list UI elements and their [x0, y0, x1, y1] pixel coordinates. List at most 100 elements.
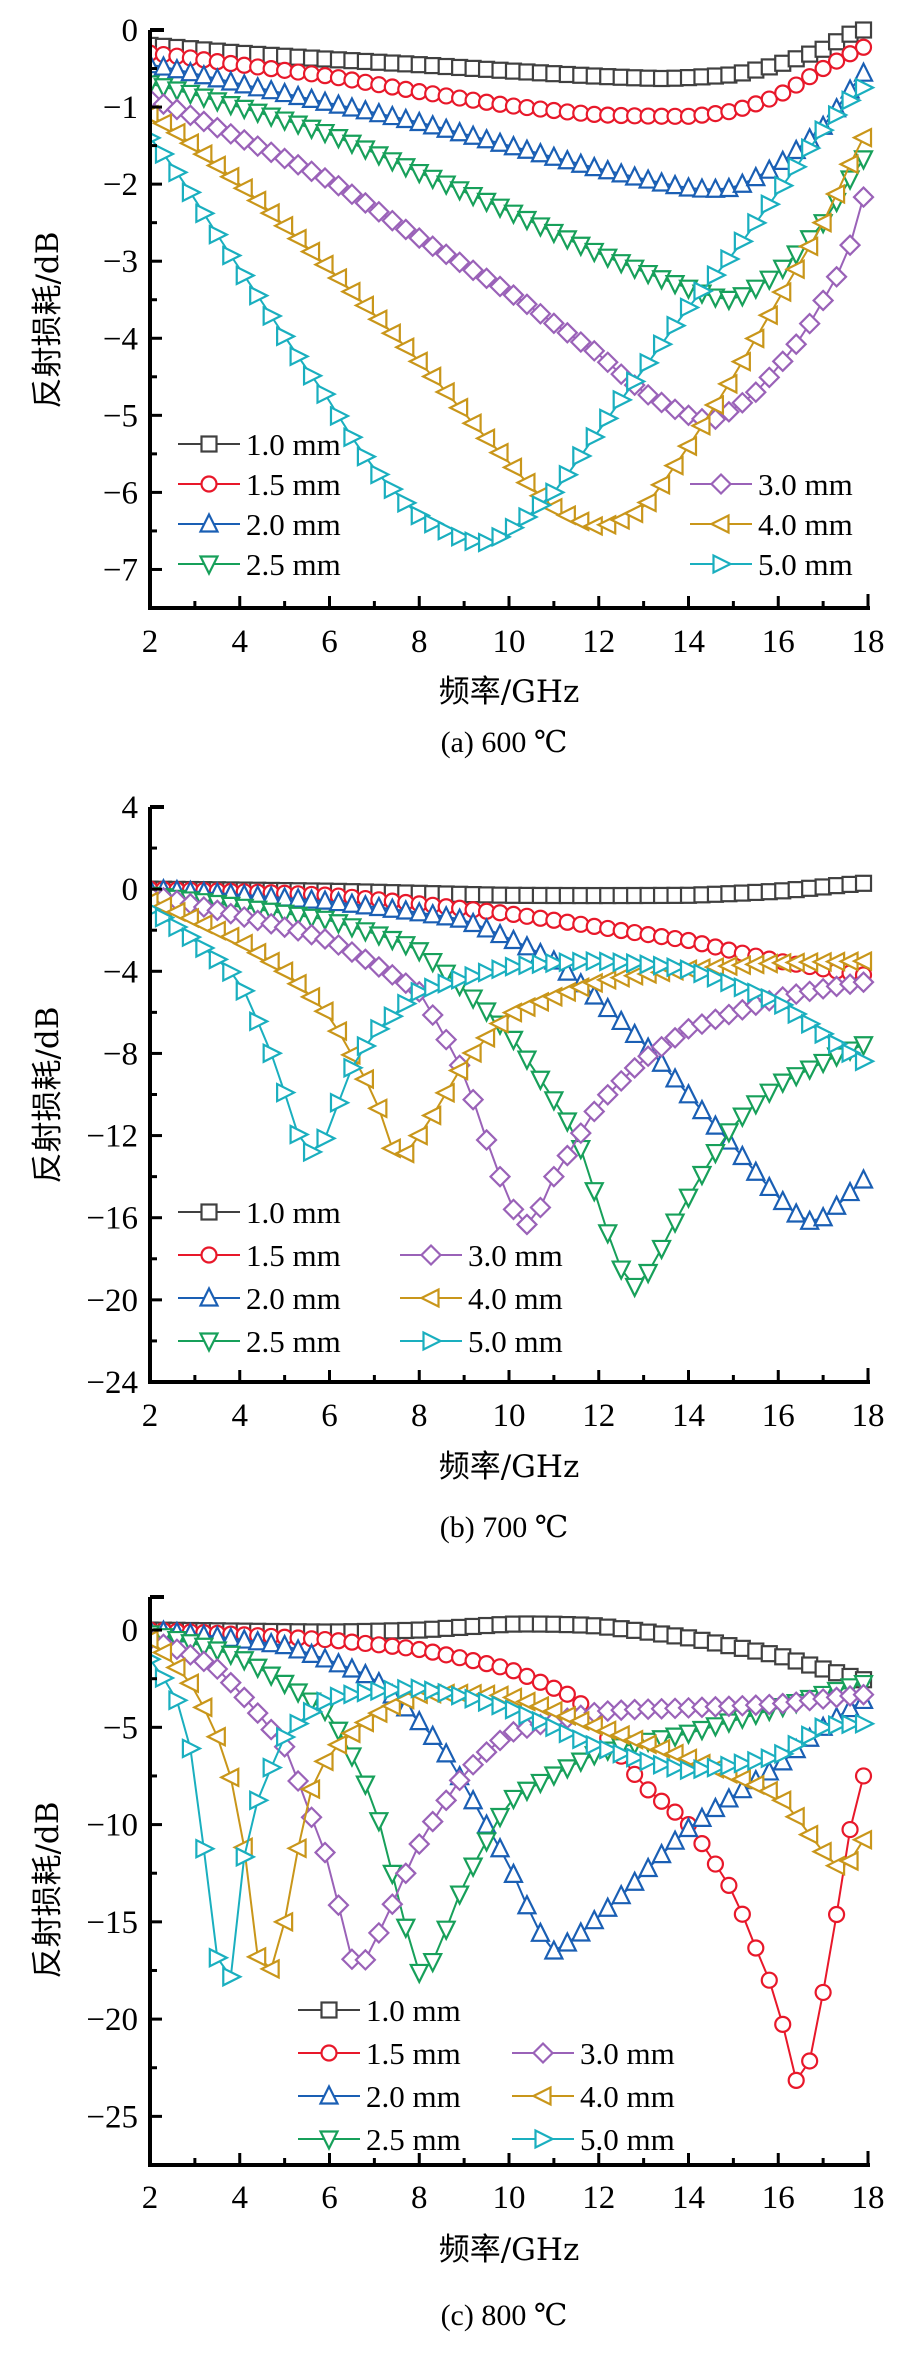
data-point-marker: [747, 1939, 765, 1957]
data-point-marker: [693, 1835, 711, 1853]
data-point-marker: [811, 212, 832, 233]
y-tick-label: −8: [103, 1036, 138, 1072]
data-point-marker: [801, 137, 822, 159]
data-point-marker: [626, 1765, 644, 1784]
data-point-marker: [545, 1716, 566, 1738]
data-point-marker: [462, 1788, 484, 1810]
y-tick-label: −5: [103, 398, 138, 434]
legend-label: 2.5 mm: [246, 1324, 341, 1359]
data-point-marker: [260, 1718, 283, 1741]
data-point-marker: [639, 352, 661, 374]
legend-label: 4.0 mm: [468, 1281, 563, 1316]
y-tick-label: −15: [86, 1905, 138, 1941]
data-point-marker: [276, 1726, 297, 1748]
data-point-marker: [666, 1803, 684, 1821]
data-point-marker: [424, 513, 445, 534]
data-point-marker: [249, 1790, 270, 1811]
data-point-marker: [355, 140, 376, 161]
data-point-marker: [652, 955, 674, 976]
data-point-marker: [732, 172, 753, 193]
data-point-marker: [570, 236, 592, 258]
data-point-marker: [583, 1182, 605, 1203]
data-point-marker: [462, 1088, 485, 1111]
y-tick-label: 0: [122, 872, 139, 908]
data-point-marker: [447, 397, 469, 418]
data-point-marker: [410, 1678, 432, 1699]
data-point-marker: [353, 1068, 374, 1090]
data-point-marker: [195, 203, 216, 224]
legend-label: 3.0 mm: [758, 467, 853, 502]
data-point-marker: [408, 942, 430, 963]
data-point-marker: [531, 953, 553, 975]
legend-item: 5.0 mm: [512, 2122, 675, 2157]
data-point-marker: [299, 1778, 321, 1800]
data-point-marker: [287, 84, 309, 106]
data-point-marker: [327, 174, 350, 197]
data-point-marker: [166, 57, 188, 79]
series-4-0-mm: [150, 104, 873, 537]
data-point-marker: [626, 371, 647, 392]
data-point-marker: [745, 279, 767, 301]
data-point-marker: [397, 1678, 418, 1700]
legend-label: 2.5 mm: [246, 547, 341, 582]
data-point-marker: [328, 1651, 349, 1673]
chart-panel-a: 2 4 6 8 10 12 14 16 18 0 −1 −2 −3 −4 −5 −6 −7 反射损耗/dB 频率/G…: [30, 13, 885, 759]
data-point-marker: [501, 1002, 523, 1023]
data-point-marker: [316, 1128, 337, 1149]
data-point-marker: [435, 175, 457, 197]
y-tick-label: −7: [103, 552, 138, 588]
data-point-marker: [801, 2052, 819, 2070]
data-point-marker: [340, 940, 363, 964]
data-point-marker: [652, 1754, 674, 1776]
legend-item: 1.5 mm: [178, 1238, 341, 1273]
data-point-marker: [233, 72, 255, 94]
data-point-marker: [558, 464, 580, 486]
y-tick-label: 0: [122, 13, 139, 49]
data-point-marker: [313, 1000, 334, 1022]
data-point-marker: [691, 1720, 713, 1742]
legend-label: 1.5 mm: [246, 467, 341, 502]
legend-label: 5.0 mm: [580, 2122, 675, 2157]
data-point-marker: [448, 251, 471, 274]
data-point-marker: [475, 1741, 498, 1764]
data-point-marker: [260, 78, 282, 100]
data-point-marker: [530, 1070, 551, 1092]
data-point-marker: [814, 1983, 832, 2002]
data-point-marker: [476, 127, 497, 149]
legend-item: 3.0 mm: [400, 1238, 563, 1273]
data-point-marker: [747, 212, 768, 234]
data-point-marker: [691, 1165, 713, 1187]
data-point-marker: [664, 1213, 686, 1235]
data-point-marker: [516, 138, 538, 159]
data-point-marker: [355, 893, 376, 915]
data-point-marker: [191, 1697, 213, 1718]
chart-panel-c: 2 4 6 8 10 12 14 16 18 0 −5 −10 −15 −20 −25 反射损耗/dB 频率/G…: [30, 1595, 885, 2332]
data-point-marker: [397, 492, 418, 514]
data-point-marker: [624, 1870, 645, 1891]
data-point-marker: [626, 1747, 647, 1768]
data-point-marker: [636, 492, 657, 513]
data-point-marker: [585, 950, 607, 972]
data-point-marker: [693, 963, 714, 984]
data-point-marker: [488, 1165, 512, 1188]
data-point-marker: [530, 141, 551, 163]
x-tick-label: 2: [142, 624, 159, 660]
data-point-marker: [451, 526, 472, 548]
data-point-marker: [260, 902, 282, 924]
data-point-marker: [154, 143, 176, 165]
data-point-marker: [381, 963, 404, 986]
series-1-0-mm: [150, 21, 873, 88]
panel-caption: (b) 700 ℃: [440, 1511, 569, 1544]
data-point-marker: [328, 1721, 349, 1743]
legend-item: 4.0 mm: [512, 2079, 675, 2114]
data-point-marker: [195, 937, 216, 959]
data-point-marker: [814, 59, 832, 78]
legend-item: 2.0 mm: [298, 2079, 461, 2114]
data-point-marker: [461, 1042, 482, 1064]
data-point-marker: [151, 112, 173, 134]
data-point-marker: [801, 1013, 822, 1035]
data-point-marker: [381, 1893, 404, 1916]
data-point-marker: [583, 242, 605, 264]
data-point-marker: [355, 1775, 376, 1797]
data-point-marker: [192, 1650, 215, 1673]
